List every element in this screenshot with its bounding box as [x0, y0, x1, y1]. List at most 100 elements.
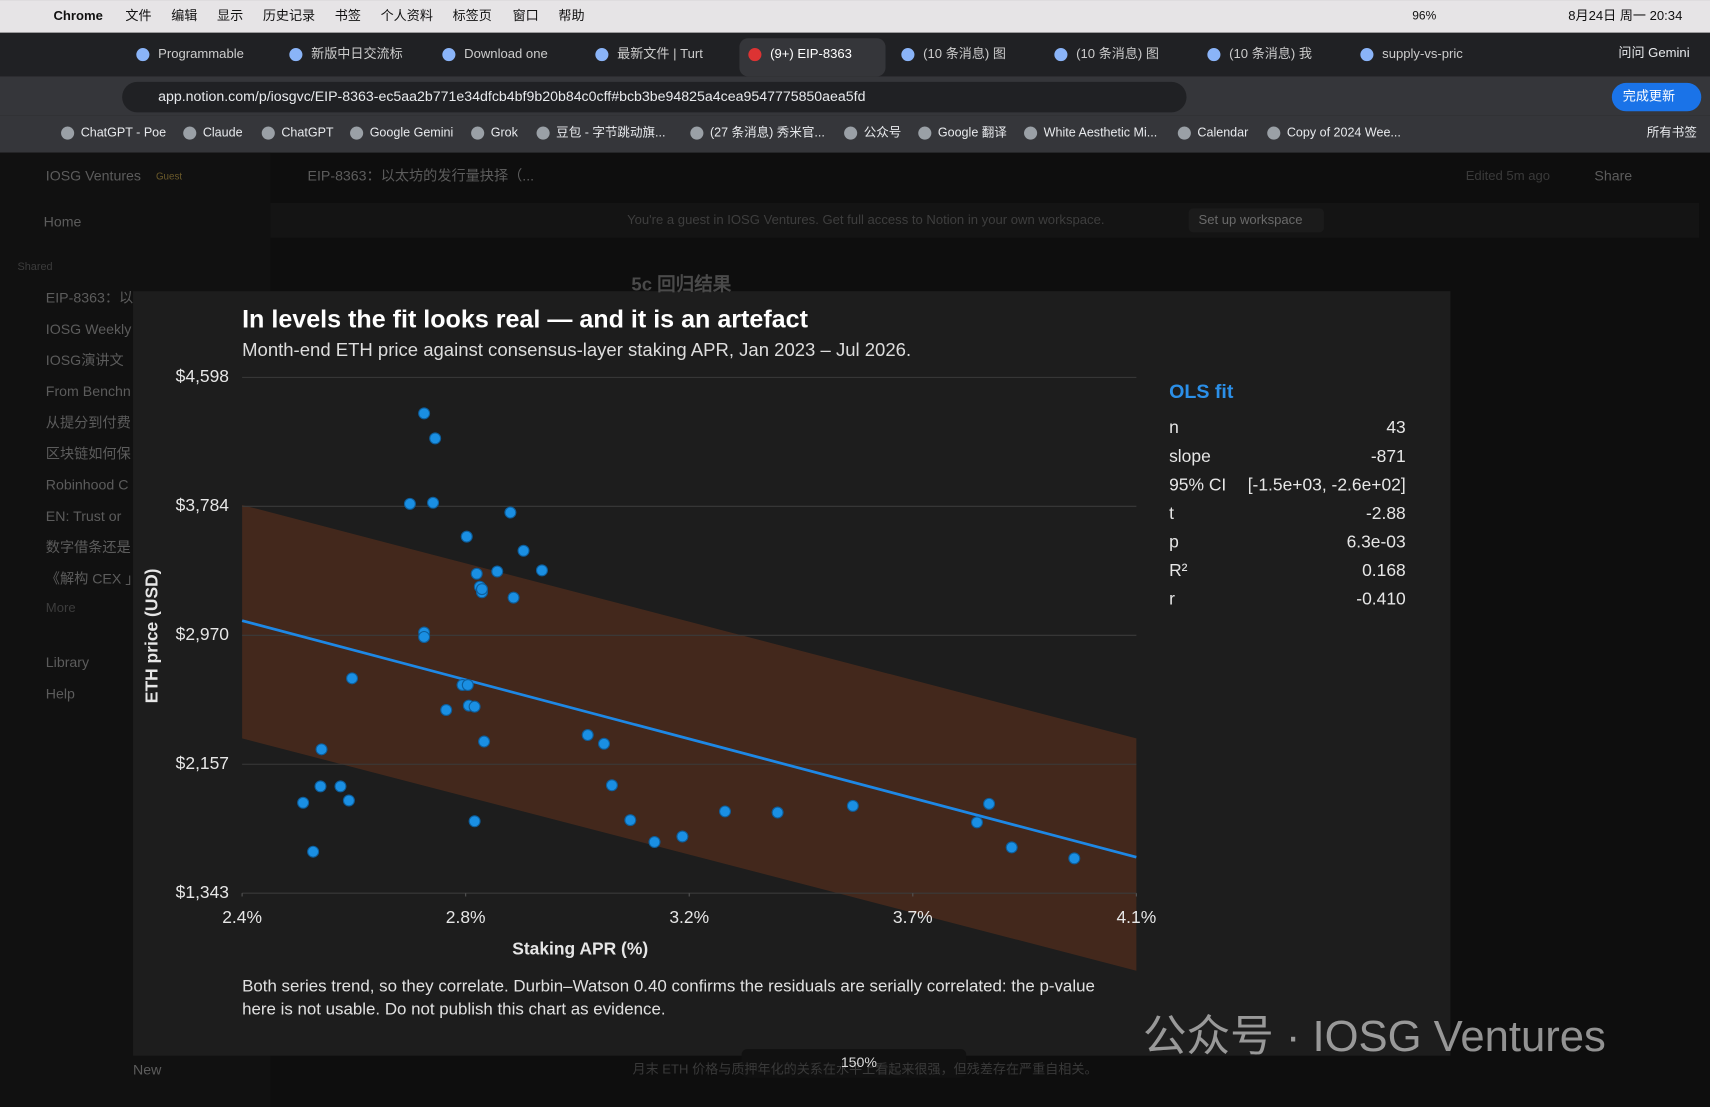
page-link[interactable]: EN: Trust or: [46, 509, 122, 525]
menu-item[interactable]: 文件: [125, 8, 151, 23]
bookmark[interactable]: Calendar: [1197, 125, 1248, 139]
tab-title[interactable]: (9+) EIP-8363: [770, 46, 852, 61]
update-button[interactable]: [1611, 82, 1702, 112]
tab-title[interactable]: (10 条消息) 我: [1229, 45, 1312, 61]
chart: $1,343 $2,157 $2,970 $3,784 $4,598 2.4% 2.8% 3.…: [141, 305, 1406, 1018]
workspace: IOSG Ventures: [46, 168, 141, 184]
update[interactable]: 完成更新: [1623, 89, 1675, 104]
tab-icon: [595, 48, 609, 62]
stat-label: r: [1169, 589, 1175, 609]
tab-title[interactable]: 最新文件 | Turt: [617, 46, 703, 61]
menu-item[interactable]: 历史记录: [263, 8, 315, 23]
share[interactable]: Share: [1594, 168, 1632, 184]
y-axis-label: ETH price (USD): [141, 568, 161, 703]
bookmark[interactable]: White Aesthetic Mi...: [1044, 125, 1158, 139]
stats-title: OLS fit: [1169, 381, 1234, 403]
point: [1068, 852, 1081, 865]
bookmark-icon: [61, 126, 75, 140]
bookmark[interactable]: Google 翻译: [938, 125, 1007, 139]
point: [771, 806, 784, 819]
stat-value: -0.410: [1356, 589, 1406, 609]
point: [342, 794, 355, 807]
bookmark[interactable]: 豆包 - 字节跳动旗...: [556, 124, 665, 139]
x-tick-label: 4.1%: [1116, 907, 1156, 927]
menu-item[interactable]: 编辑: [171, 8, 197, 23]
page-link[interactable]: 从提分到付费: [46, 415, 131, 431]
page-link[interactable]: IOSG Weekly: [46, 322, 132, 338]
zoom[interactable]: 150%: [841, 1055, 878, 1071]
x-tick-label: 2.4%: [222, 907, 262, 927]
point: [624, 814, 637, 827]
menu-item[interactable]: 书签: [335, 7, 361, 23]
bookmark-icon: [183, 126, 197, 140]
point: [461, 678, 474, 691]
gemini[interactable]: 问问 Gemini: [1618, 45, 1689, 60]
stat-value: [-1.5e+03, -2.6e+02]: [1248, 474, 1406, 494]
new[interactable]: New: [133, 1063, 162, 1079]
bookmark-icon: [350, 126, 364, 140]
page-link[interactable]: 区块链如何保: [46, 447, 131, 463]
menu-item[interactable]: 个人资料: [381, 8, 433, 23]
menu-item[interactable]: 显示: [217, 8, 243, 23]
watermark: 公众号 · IOSG Ventures: [1143, 1013, 1606, 1061]
point: [427, 496, 440, 509]
tab-title[interactable]: (10 条消息) 图: [923, 45, 1006, 61]
stat-label: slope: [1169, 446, 1211, 466]
tab-title[interactable]: supply-vs-pric: [1382, 46, 1463, 61]
page-link[interactable]: IOSG演讲文​: [46, 353, 124, 369]
stat-value: 43: [1386, 417, 1405, 437]
page-link[interactable]: Robinhood C: [46, 478, 129, 494]
bookmark[interactable]: 公众号: [864, 125, 902, 139]
tab-title[interactable]: (10 条消息) 图: [1076, 45, 1159, 61]
page-link[interactable]: 数字借条还是: [46, 539, 131, 556]
library[interactable]: Library: [46, 655, 90, 671]
bookmark[interactable]: ChatGPT - Poe: [81, 125, 166, 139]
menu-item[interactable]: Chrome: [53, 8, 102, 23]
tab-icon: [1054, 48, 1068, 62]
menu-item[interactable]: 窗口: [513, 7, 539, 23]
point: [676, 830, 689, 843]
page-link[interactable]: From Benchn: [46, 384, 131, 400]
menu-item[interactable]: 标签页: [453, 7, 492, 23]
caption-behind: 月末 ETH 价格与质押年化的关系在水平上看起来很强，但残差存在严重自相关。: [633, 1061, 1098, 1076]
point: [478, 735, 491, 748]
tab-title[interactable]: Programmable: [158, 46, 244, 61]
point: [334, 780, 347, 793]
battery: 96%: [1412, 9, 1436, 23]
edited: Edited 5m ago: [1466, 168, 1550, 183]
bookmark[interactable]: ChatGPT: [281, 125, 334, 139]
y-tick-label: $4,598: [176, 366, 229, 386]
omnibox[interactable]: [122, 81, 1187, 113]
x-tick-label: 3.7%: [893, 907, 933, 927]
x-axis-label: Staking APR (%): [512, 939, 648, 959]
active-tab[interactable]: [739, 38, 886, 77]
x-tick-label: 3.2%: [669, 907, 709, 927]
chart-title: In levels the fit looks real — and it is…: [242, 305, 808, 333]
setup-button[interactable]: [1188, 208, 1324, 233]
tab-icon: [901, 48, 915, 62]
bookmark[interactable]: Google Gemini: [370, 125, 454, 139]
point: [460, 530, 473, 543]
home[interactable]: Home: [44, 214, 82, 230]
point: [504, 506, 517, 519]
setup[interactable]: Set up workspace: [1199, 212, 1303, 227]
stat-value: -871: [1371, 446, 1406, 466]
point: [598, 737, 611, 750]
tab-icon: [442, 48, 456, 62]
tab-title[interactable]: 新版中日交流标: [311, 45, 403, 61]
menu-item[interactable]: 帮助: [558, 8, 584, 23]
bookmark[interactable]: (27 条消息) 秀米官...: [710, 124, 825, 139]
bookmark[interactable]: Claude: [203, 125, 243, 139]
bookmark[interactable]: Copy of 2024 Wee...: [1287, 125, 1401, 139]
fit-line: [241, 619, 1137, 859]
point: [517, 544, 530, 557]
page-link[interactable]: 《解构 CEX 」: [46, 571, 140, 587]
url[interactable]: app.notion.com/p/iosgvc/EIP-8363-ec5aa2b…: [158, 89, 865, 105]
tab-title[interactable]: Download one: [464, 46, 548, 61]
all-bookmarks[interactable]: 所有书签: [1647, 124, 1698, 139]
stat-label: n: [1169, 417, 1179, 437]
help[interactable]: Help: [46, 686, 75, 702]
point: [314, 780, 327, 793]
page-link[interactable]: EIP-8363：以: [46, 291, 133, 307]
bookmark[interactable]: Grok: [491, 125, 519, 139]
